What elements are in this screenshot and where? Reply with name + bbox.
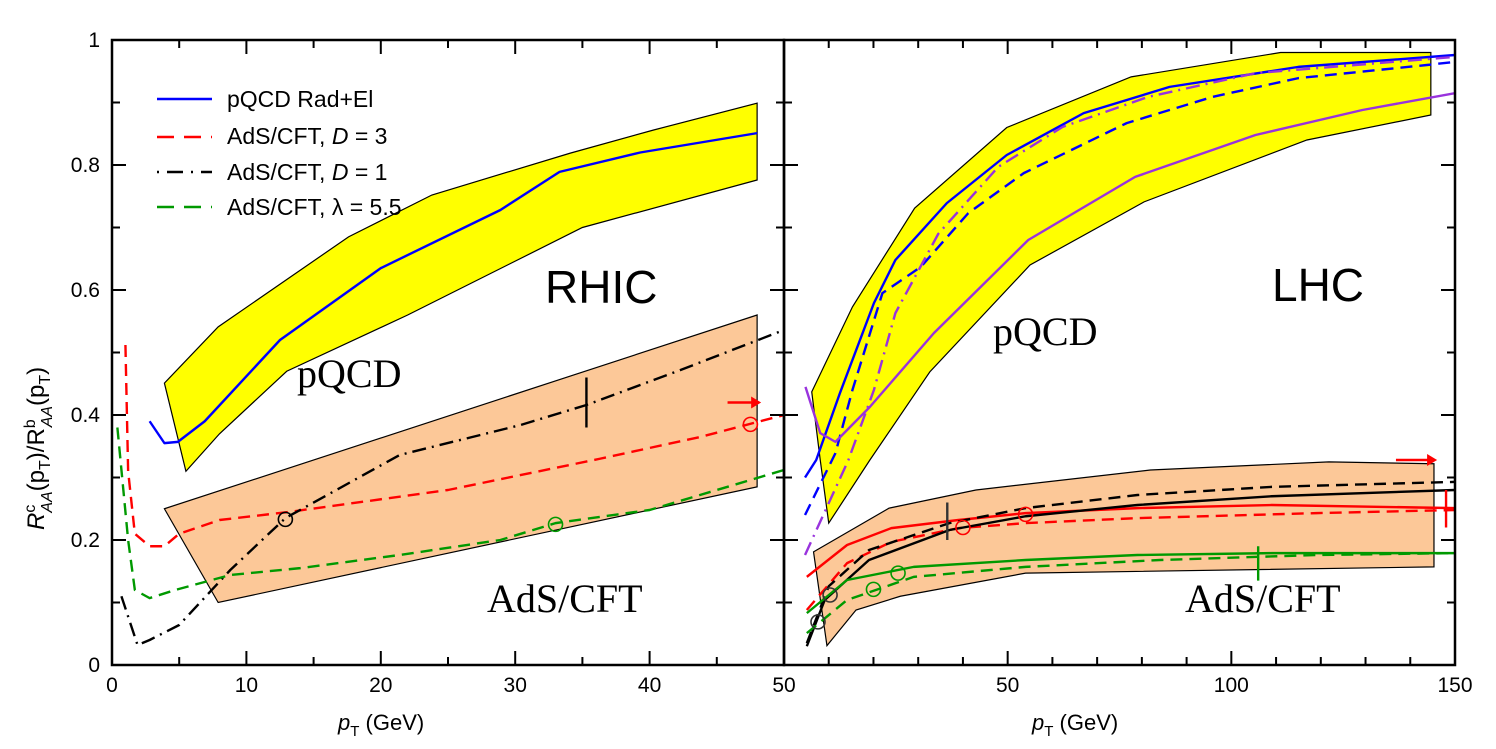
x-tick-label: 50 [996,674,1019,697]
y-axis-label: RcAA(pT)/RbAA(pT) [22,367,56,530]
series-line-3 [116,427,784,600]
y-tick-label: 1 [88,29,100,52]
x-axis-label-right: pT (GeV) [1031,710,1118,740]
x-tick-label: 100 [1214,674,1249,697]
x-tick-label: 150 [1437,674,1472,697]
series-line-9 [806,551,1455,635]
series-line-1 [124,344,784,548]
plot-area [116,102,784,647]
marker-arrowhead-9 [1427,454,1438,466]
y-tick-label: 0.8 [71,154,100,177]
x-tick-label: 30 [504,674,527,697]
panel-lhc: 50 100 150 [782,38,1473,697]
legend-label-2: AdS/CFT, D = 1 [227,159,387,185]
series-line-7 [805,480,1455,644]
band-0 [163,102,758,473]
marker-circle-5 [1017,506,1034,523]
marker-circle-0 [810,614,826,630]
x-axis-label-left: pT (GeV) [337,710,424,740]
series-line-0 [148,131,758,445]
panel-rhic: 0 10 20 30 40 50 0 0.2 0.4 0.6 0.8 1 [71,29,796,697]
series-line-0 [804,53,1455,479]
y-tick-label: 0 [88,654,100,677]
rhic-label: RHIC [545,261,657,313]
marker-circle-2 [865,581,882,598]
legend-label-0: pQCD Rad+El [227,86,373,112]
band-1 [163,314,758,604]
lhc-ads-label: AdS/CFT [1185,576,1341,621]
lhc-label: LHC [1272,259,1364,311]
x-tick-label: 0 [106,674,118,697]
marker-circle-4 [955,519,971,536]
marker-circle-2 [742,416,759,433]
band-0 [811,51,1432,525]
legend-label-3: AdS/CFT, λ = 5.5 [227,194,402,220]
marker-arrowhead-4 [751,396,762,409]
lhc-pqcd-label: pQCD [993,309,1097,354]
y-tick-label: 0.6 [71,279,100,302]
marker-circle-1 [547,516,564,533]
marker-circle-0 [277,511,294,528]
x-tick-label: 50 [772,674,795,697]
series-line-5 [805,508,1455,611]
rhic-pqcd-label: pQCD [297,351,401,396]
x-tick-label: 40 [638,674,661,697]
series-line-1 [803,60,1455,516]
band-1 [812,461,1435,648]
series-line-3 [804,91,1455,444]
plot-area [803,51,1455,648]
legend-label-1: AdS/CFT, D = 3 [227,123,387,149]
y-tick-label: 0.4 [71,404,101,427]
rhic-ads-label: AdS/CFT [487,576,643,621]
marker-circle-3 [890,565,906,581]
legend [157,97,212,209]
series-line-2 [803,55,1455,556]
x-tick-label: 10 [235,674,258,697]
series-line-8 [806,551,1455,615]
marker-circle-1 [822,587,838,603]
series-line-4 [806,503,1455,578]
x-tick-label: 20 [369,674,392,697]
series-line-2 [120,328,784,647]
y-tick-label: 0.2 [71,529,100,552]
